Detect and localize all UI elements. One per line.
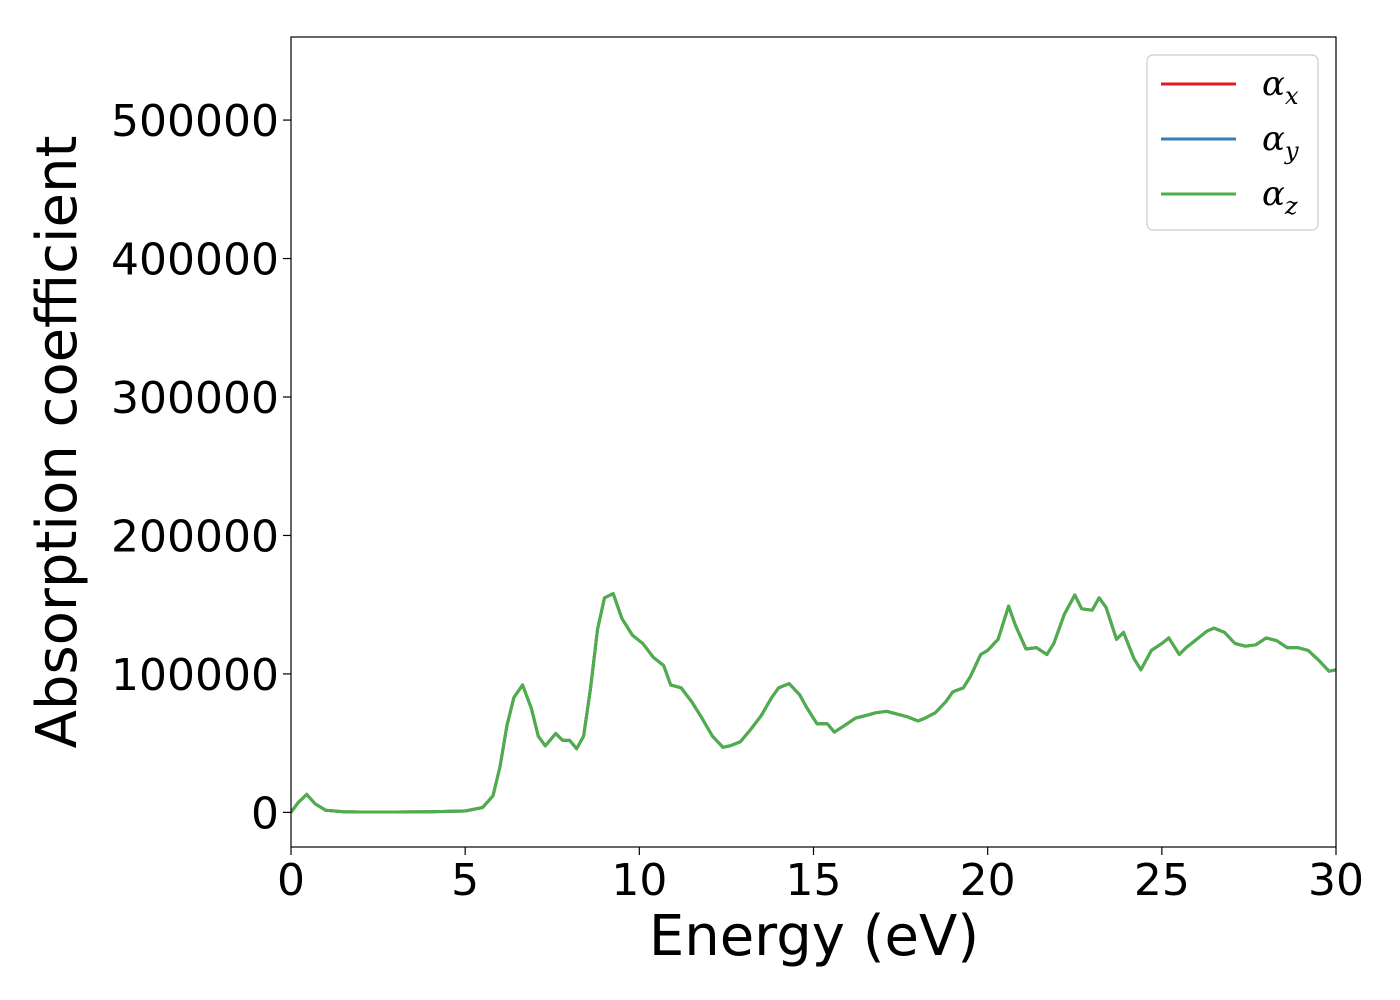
legend-label-y: αy [1262,119,1299,165]
y-axis-label: Absorption coefficient [25,136,90,749]
y-tick-label: 0 [251,788,279,839]
y-tick-label: 100000 [111,650,279,701]
x-tick-label: 5 [451,855,479,906]
plot-lines [291,592,1336,814]
x-tick-label: 0 [277,855,305,906]
x-tick-label: 15 [786,855,842,906]
y-tick-label: 200000 [111,511,279,562]
x-tick-label: 25 [1134,855,1190,906]
x-tick-label: 20 [960,855,1016,906]
series-line-z [291,592,1336,814]
y-tick-label: 300000 [111,373,279,424]
x-tick-label: 30 [1308,855,1364,906]
x-tick-label: 10 [611,855,667,906]
x-axis-label: Energy (eV) [649,904,979,969]
legend-label-z: αz [1262,174,1298,220]
legend: αx αy αz [1146,54,1319,231]
y-tick-label: 400000 [111,235,279,286]
legend-label-x: αx [1262,64,1299,110]
legend-box [1146,54,1319,231]
axes: 0 5 10 15 20 25 30 0 100000 200000 300000 400000 500… [111,36,1364,906]
y-tick-label: 500000 [111,96,279,147]
